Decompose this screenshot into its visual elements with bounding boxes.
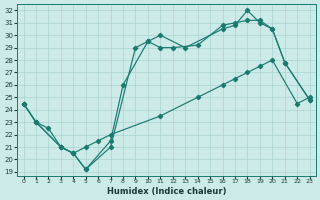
X-axis label: Humidex (Indice chaleur): Humidex (Indice chaleur) (107, 187, 226, 196)
